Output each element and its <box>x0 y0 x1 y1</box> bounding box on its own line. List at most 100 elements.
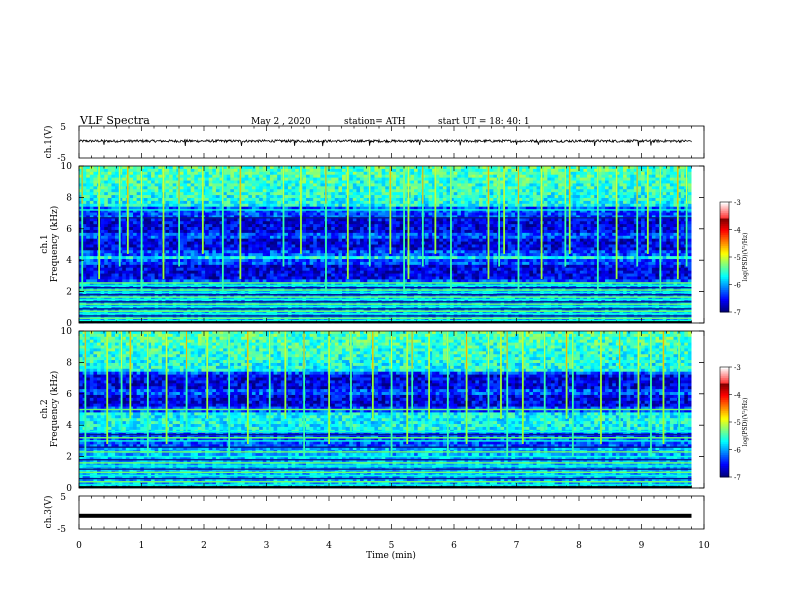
spectrogram-cell <box>392 218 396 221</box>
spectrogram-cell <box>241 218 245 221</box>
spectrogram-cell <box>302 166 306 169</box>
spectrogram-cell <box>371 169 375 172</box>
spectrogram-cell <box>151 224 155 227</box>
spectrogram-cell <box>180 195 184 198</box>
spectrogram-cell <box>461 247 465 250</box>
spectrogram-cell <box>353 239 357 242</box>
spectrogram-cell <box>169 181 173 184</box>
spectrogram-cell <box>180 236 184 239</box>
spectrogram-cell <box>147 245 151 248</box>
spectrogram-cell <box>648 169 652 172</box>
spectrogram-cell <box>537 192 541 195</box>
spectrogram-cell <box>537 245 541 248</box>
spectrogram-cell <box>173 166 177 169</box>
spectrogram-cell <box>673 192 677 195</box>
spectrogram-cell <box>475 181 479 184</box>
spectrogram-cell <box>371 233 375 236</box>
spectrogram-cell <box>465 178 469 181</box>
spectrogram-cell <box>353 201 357 204</box>
spectrogram-cell <box>187 198 191 201</box>
spectrogram-cell <box>320 227 324 230</box>
spectrogram-cell <box>212 247 216 250</box>
spectrogram-cell <box>522 189 526 192</box>
spectrogram-cell <box>111 250 115 253</box>
spectrogram-cell <box>183 181 187 184</box>
spectrogram-cell <box>414 227 418 230</box>
spectrogram-cell <box>90 245 94 248</box>
spectrogram-cell <box>356 213 360 216</box>
spectrogram-cell <box>533 230 537 233</box>
spectrogram-cell <box>133 247 137 250</box>
spectrogram-cell <box>475 169 479 172</box>
spectrogram-cell <box>310 201 314 204</box>
spectrogram-cell <box>508 172 512 175</box>
spectrogram-cell <box>183 186 187 189</box>
spectrogram-cell <box>86 183 90 186</box>
spectrogram-cell <box>533 189 537 192</box>
spectrogram-cell <box>490 230 494 233</box>
spectrogram-cell <box>583 227 587 230</box>
spectrogram-cell <box>670 227 674 230</box>
spectrogram-cell <box>133 175 137 178</box>
spectrogram-cell <box>306 221 310 224</box>
spectrogram-cell <box>356 239 360 242</box>
spectrogram-cell <box>508 245 512 248</box>
spectrogram-cell <box>180 250 184 253</box>
spectrogram-cell <box>360 233 364 236</box>
spectrogram-cell <box>410 166 414 169</box>
spectrogram-cell <box>183 198 187 201</box>
spectrogram-cell <box>86 201 90 204</box>
spectrogram-cell <box>234 224 238 227</box>
spectrogram-cell <box>93 204 97 207</box>
spectrogram-cell <box>151 218 155 221</box>
spectrogram-cell <box>364 175 368 178</box>
spectrogram-cell <box>122 218 126 221</box>
spectrogram-cell <box>317 186 321 189</box>
spectrogram-cell <box>158 230 162 233</box>
spectrogram-cell <box>392 169 396 172</box>
spectrogram-cell <box>194 236 198 239</box>
spectrogram-cell <box>137 186 141 189</box>
spectrogram-cell <box>551 213 555 216</box>
spectrogram-cell <box>259 247 263 250</box>
spectrogram-cell <box>252 213 256 216</box>
spectrogram-cell <box>133 239 137 242</box>
spectrogram-cell <box>191 213 195 216</box>
spectrogram-cell <box>165 186 169 189</box>
spectrogram-cell <box>158 183 162 186</box>
spectrogram-cell <box>241 178 245 181</box>
spectrogram-cell <box>547 236 551 239</box>
spectrogram-cell <box>155 201 159 204</box>
spectrogram-cell <box>360 221 364 224</box>
spectrogram-cell <box>256 198 260 201</box>
spectrogram-cell <box>547 218 551 221</box>
spectrogram-cell <box>144 245 148 248</box>
spectrogram-cell <box>681 247 685 250</box>
spectrogram-cell <box>295 218 299 221</box>
spectrogram-cell <box>537 233 541 236</box>
spectrogram-cell <box>191 239 195 242</box>
spectrogram-cell <box>306 224 310 227</box>
spectrogram-cell <box>270 178 274 181</box>
spectrogram-cell <box>526 189 530 192</box>
spectrogram-cell <box>447 218 451 221</box>
spectrogram-cell <box>274 178 278 181</box>
spectrogram-cell <box>544 198 548 201</box>
spectrogram-cell <box>663 213 667 216</box>
spectrogram-cell <box>198 175 202 178</box>
spectrogram-cell <box>472 172 476 175</box>
spectrogram-cell <box>216 204 220 207</box>
spectrogram-cell <box>468 178 472 181</box>
spectrogram-cell <box>328 236 332 239</box>
spectrogram-cell <box>605 192 609 195</box>
spectrogram-cell <box>551 175 555 178</box>
spectrogram-cell <box>353 227 357 230</box>
spectrogram-cell <box>461 224 465 227</box>
spectrogram-cell <box>104 242 108 245</box>
spectrogram-cell <box>627 236 631 239</box>
spectrogram-cell <box>371 178 375 181</box>
spectrogram-cell <box>443 233 447 236</box>
spectrogram-cell <box>86 236 90 239</box>
spectrogram-cell <box>158 172 162 175</box>
spectrogram-cell <box>245 213 249 216</box>
